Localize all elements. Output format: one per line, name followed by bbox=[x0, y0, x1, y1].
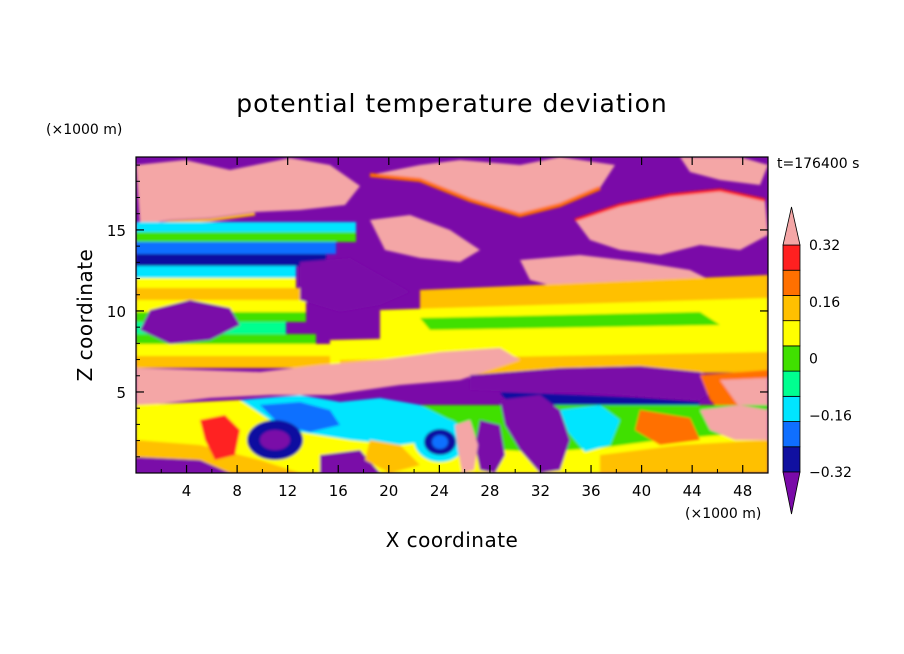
colorbar-bin bbox=[782, 446, 801, 473]
colorbar-bin bbox=[782, 295, 801, 322]
colorbar-label: −0.16 bbox=[809, 408, 852, 424]
y-unit-label: (×1000 m) bbox=[46, 122, 122, 138]
y-axis: 5 10 15 bbox=[107, 164, 768, 458]
colorbar-label: 0 bbox=[809, 352, 818, 368]
y-axis-label: Z coordinate bbox=[73, 249, 97, 382]
x-tick-label: 40 bbox=[632, 482, 651, 500]
x-tick-label: 36 bbox=[581, 482, 600, 500]
x-axis: 4 8 12 16 20 24 28 32 36 40 44 48 bbox=[160, 157, 752, 500]
colorbar-bin bbox=[782, 370, 801, 397]
colorbar-label: −0.32 bbox=[809, 465, 852, 481]
colorbar-bin bbox=[782, 395, 801, 422]
colorbar-label: 0.32 bbox=[809, 238, 840, 254]
x-tick-label: 12 bbox=[278, 482, 297, 500]
colorbar-min-arrow bbox=[782, 471, 801, 515]
x-tick-label: 24 bbox=[430, 482, 449, 500]
y-tick-label: 10 bbox=[107, 303, 126, 321]
x-tick-label: 48 bbox=[733, 482, 752, 500]
time-label: t=176400 s bbox=[777, 156, 859, 172]
contour-field bbox=[136, 157, 768, 473]
colorbar-max-arrow bbox=[782, 206, 801, 246]
x-tick-label: 44 bbox=[683, 482, 702, 500]
y-tick-label: 5 bbox=[116, 384, 126, 402]
x-tick-label: 20 bbox=[379, 482, 398, 500]
x-axis-label: X coordinate bbox=[386, 528, 519, 552]
x-tick-label: 8 bbox=[232, 482, 242, 500]
x-unit-label: (×1000 m) bbox=[685, 506, 761, 522]
colorbar-label: 0.16 bbox=[809, 295, 840, 311]
plot-frame bbox=[135, 156, 769, 474]
colorbar-bin bbox=[782, 244, 801, 271]
x-tick-label: 4 bbox=[182, 482, 192, 500]
colorbar-bin bbox=[782, 269, 801, 296]
x-tick-label: 28 bbox=[480, 482, 499, 500]
colorbar-bin bbox=[782, 320, 801, 347]
colorbar-bin bbox=[782, 345, 801, 372]
colorbar-bin bbox=[782, 421, 801, 448]
x-tick-label: 32 bbox=[531, 482, 550, 500]
chart-title: potential temperature deviation bbox=[236, 89, 667, 118]
y-tick-label: 15 bbox=[107, 222, 126, 240]
colorbar: 0.32 0.16 0 −0.16 −0.32 bbox=[782, 206, 852, 515]
x-tick-label: 16 bbox=[329, 482, 348, 500]
